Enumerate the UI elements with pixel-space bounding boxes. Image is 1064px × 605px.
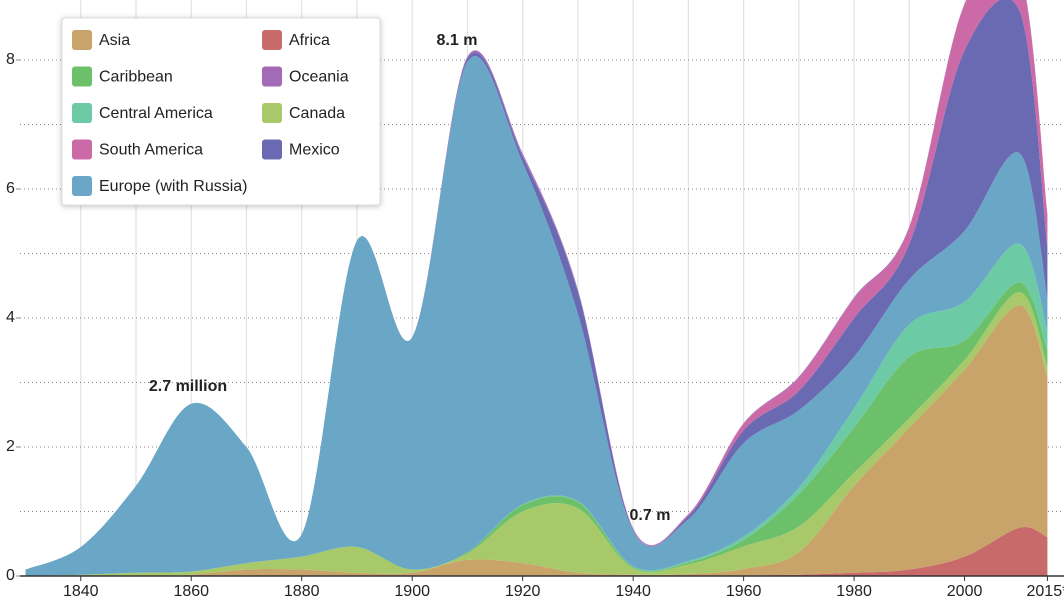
annotation: 2.7 million xyxy=(149,378,227,395)
legend-box xyxy=(61,17,381,206)
legend: Asia Caribbean Central America South Americ… xyxy=(61,17,381,206)
legend-label: Asia xyxy=(99,32,130,49)
x-tick-label: 2015* xyxy=(1027,583,1064,600)
x-tick-label: 1920 xyxy=(505,583,541,600)
legend-label: Europe (with Russia) xyxy=(99,178,248,195)
legend-swatch xyxy=(72,66,92,87)
legend-label: South America xyxy=(99,142,203,159)
x-tick-label: 1980 xyxy=(836,583,872,600)
legend-swatch xyxy=(262,30,282,50)
x-tick-label: 1860 xyxy=(173,583,209,600)
legend-swatch xyxy=(72,103,92,123)
legend-label: Mexico xyxy=(289,142,340,159)
legend-swatch xyxy=(262,66,282,87)
y-tick-label: 6 xyxy=(6,180,15,197)
area xyxy=(25,292,1048,576)
area xyxy=(25,527,1048,576)
legend-label: Central America xyxy=(99,105,213,122)
y-tick-label: 2 xyxy=(6,438,15,455)
areas xyxy=(25,0,1048,576)
legend-swatch xyxy=(72,30,92,50)
x-tick-label: 1940 xyxy=(615,583,651,600)
area xyxy=(25,305,1048,576)
legend-label: Canada xyxy=(289,105,345,122)
y-tick-label: 8 xyxy=(6,51,15,68)
area xyxy=(25,282,1048,576)
legend-label: Oceania xyxy=(289,69,349,86)
y-tick-label: 4 xyxy=(6,309,15,326)
x-tick-label: 1960 xyxy=(726,583,762,600)
y-tick-label: 0 xyxy=(6,567,15,584)
legend-label: Caribbean xyxy=(99,69,173,86)
annotation: 8.1 m xyxy=(437,32,478,49)
legend-swatch xyxy=(262,139,282,160)
x-tick-label: 1900 xyxy=(394,583,430,600)
legend-swatch xyxy=(72,139,92,160)
x-tick-label: 2000 xyxy=(947,583,983,600)
x-tick-label: 1880 xyxy=(284,583,320,600)
annotation: 0.7 m xyxy=(630,507,671,524)
x-tick-label: 1840 xyxy=(63,583,99,600)
area xyxy=(25,56,1048,576)
legend-swatch xyxy=(72,176,92,196)
legend-swatch xyxy=(262,103,282,123)
legend-label: Africa xyxy=(289,32,330,49)
overlay: 0 2 4 6 8 1840 1860 1880 1900 1920 1940 1960 1980 200… xyxy=(6,17,1064,600)
